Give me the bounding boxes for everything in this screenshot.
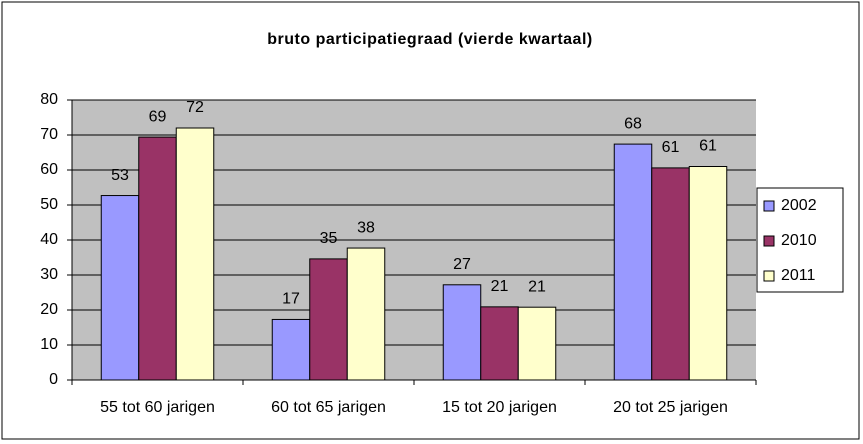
data-label: 69 xyxy=(149,108,167,125)
data-label: 61 xyxy=(662,139,680,156)
data-label: 21 xyxy=(528,278,546,295)
x-tick-label: 55 tot 60 jarigen xyxy=(100,399,215,416)
bar xyxy=(346,247,386,381)
bar xyxy=(651,167,690,381)
y-tick-label: 50 xyxy=(40,196,58,213)
bar xyxy=(175,127,215,381)
y-tick-label: 0 xyxy=(49,371,58,388)
data-label: 27 xyxy=(453,256,471,273)
y-tick-label: 60 xyxy=(40,161,58,178)
bar xyxy=(309,258,348,381)
legend-label: 2011 xyxy=(781,267,816,284)
bar xyxy=(442,284,482,381)
data-label: 17 xyxy=(282,291,300,308)
data-label: 35 xyxy=(320,230,338,247)
legend-swatch xyxy=(763,235,775,247)
y-tick-label: 30 xyxy=(40,266,58,283)
bar xyxy=(517,306,557,381)
legend-label: 2002 xyxy=(781,197,817,214)
data-label: 38 xyxy=(357,219,375,236)
data-label: 53 xyxy=(111,167,129,184)
y-tick-label: 40 xyxy=(40,231,58,248)
y-tick-label: 20 xyxy=(40,301,58,318)
x-tick-label: 15 tot 20 jarigen xyxy=(442,399,557,416)
y-tick-label: 10 xyxy=(40,336,58,353)
legend-swatch xyxy=(763,270,775,282)
x-tick-label: 60 tot 65 jarigen xyxy=(271,399,386,416)
y-tick-label: 70 xyxy=(40,126,58,143)
data-label: 68 xyxy=(624,115,642,132)
y-tick-label: 80 xyxy=(40,91,58,108)
x-tick-label: 20 tot 25 jarigen xyxy=(613,399,728,416)
bar xyxy=(613,143,653,381)
bar xyxy=(138,136,177,381)
legend-label: 2010 xyxy=(781,232,817,249)
data-label: 21 xyxy=(491,278,509,295)
bar xyxy=(480,306,519,381)
legend-swatch xyxy=(763,200,775,212)
bar xyxy=(688,166,728,381)
bar xyxy=(271,318,311,381)
bar xyxy=(100,195,140,381)
chart-title: bruto participatiegraad (vierde kwartaal… xyxy=(267,31,592,48)
data-label: 61 xyxy=(699,138,717,155)
data-label: 72 xyxy=(186,99,204,116)
